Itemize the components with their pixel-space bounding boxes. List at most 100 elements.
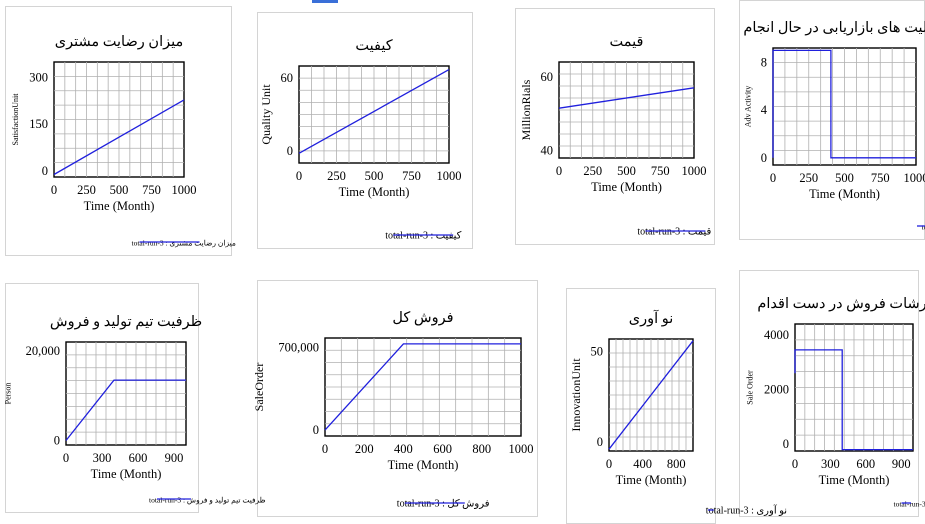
series-line (324, 343, 521, 431)
series-line (558, 87, 695, 109)
x-tick-label: 1000 (682, 164, 707, 178)
y-tick-label: 60 (541, 70, 554, 84)
y-tick-label: 20,000 (26, 344, 60, 358)
x-tick-label: 300 (93, 451, 112, 465)
chart-title: ظرفیت تیم تولید و فروش (50, 314, 202, 330)
y-tick-label: 0 (287, 144, 293, 158)
x-axis-label: Time (Month) (819, 473, 890, 487)
legend-label: کیفیت : total-run-3 (385, 231, 461, 242)
y-tick-label: 0 (761, 151, 767, 165)
y-tick-label: 8 (761, 55, 767, 69)
chart-title: کیفیت (355, 38, 393, 54)
y-tick-label: 0 (42, 164, 48, 178)
x-tick-label: 1000 (509, 442, 534, 456)
y-tick-label: 40 (541, 144, 554, 158)
chart-innovation: نو آوری 0 400 800 0 50 Time (Month) InnovationU… (569, 309, 787, 517)
y-axis-label: Adv Activity (743, 86, 752, 128)
x-tick-label: 750 (142, 183, 161, 197)
series-line (608, 340, 694, 450)
grid-lines (795, 324, 913, 451)
y-tick-label: 0 (313, 423, 319, 437)
x-tick-label: 500 (110, 183, 129, 197)
chart-title: میزان رضایت مشتری (55, 34, 184, 50)
x-tick-label: 250 (583, 164, 602, 178)
chart-title: فعالیت های بازاریابی در حال انجام (743, 20, 925, 36)
y-tick-label: 50 (591, 345, 604, 359)
x-axis-label: Time (Month) (591, 180, 662, 194)
y-axis-label: Sale Order (746, 370, 755, 405)
chart-title: فروش کل (392, 310, 453, 326)
x-tick-label: 0 (556, 164, 562, 178)
grid-lines (325, 338, 521, 436)
series-line (65, 379, 186, 441)
y-tick-label: 0 (783, 437, 789, 451)
chart-quality: کیفیت 0 250 500 750 1000 0 60 Time (Month) Qualit… (259, 38, 462, 242)
y-tick-label: 2000 (764, 383, 789, 397)
y-tick-label: 0 (597, 435, 603, 449)
chart-title: سفارشات فروش در دست اقدام (757, 296, 925, 312)
x-tick-label: 250 (327, 169, 346, 183)
series-line (772, 49, 916, 159)
x-tick-label: 0 (51, 183, 57, 197)
series-line (794, 349, 913, 451)
chart-orders: سفارشات فروش در دست اقدام 0 300 600 900 0 2000… (746, 296, 925, 509)
x-tick-label: 300 (821, 457, 840, 471)
x-axis-label: Time (Month) (388, 458, 459, 472)
x-tick-label: 1000 (172, 183, 197, 197)
series-line (298, 69, 450, 154)
y-axis-label: SaleOrder (252, 363, 266, 412)
legend-label: سفارشات فروش در دست اقدام : total-run-3 (894, 500, 925, 509)
legend-label: ظرفیت تیم تولید و فروش : total-run-3 (149, 496, 266, 505)
x-tick-label: 800 (472, 442, 491, 456)
x-axis-label: Time (Month) (616, 473, 687, 487)
grid-lines (773, 48, 916, 165)
x-axis-label: Time (Month) (809, 187, 880, 201)
y-axis-label: MillionRials (519, 79, 533, 140)
chart-capacity: ظرفیت تیم تولید و فروش 0 300 600 900 0 20,000 T… (3, 314, 265, 505)
x-tick-label: 750 (871, 171, 890, 185)
x-tick-label: 500 (365, 169, 384, 183)
x-tick-label: 0 (63, 451, 69, 465)
chart-sales: فروش کل 0 200 400 600 800 1000 0 700,000 Time (Mo… (252, 310, 534, 510)
y-tick-label: 700,000 (278, 340, 319, 354)
x-tick-label: 400 (633, 457, 652, 471)
x-tick-label: 900 (892, 457, 911, 471)
y-axis-label: Quality Unit (259, 84, 273, 145)
y-axis-label: Person (3, 383, 12, 405)
x-tick-label: 750 (402, 169, 421, 183)
x-tick-label: 250 (77, 183, 96, 197)
x-tick-label: 1000 (904, 171, 925, 185)
x-tick-label: 500 (835, 171, 854, 185)
x-axis-label: Time (Month) (84, 199, 155, 213)
x-tick-label: 0 (322, 442, 328, 456)
series-line (53, 99, 185, 176)
y-tick-label: 300 (29, 71, 48, 85)
chart-title: نو آوری (629, 309, 674, 327)
x-tick-label: 0 (792, 457, 798, 471)
y-tick-label: 0 (54, 434, 60, 448)
y-tick-label: 60 (281, 71, 294, 85)
y-tick-label: 150 (29, 117, 48, 131)
x-tick-label: 600 (129, 451, 148, 465)
chart-satisfaction: میزان رضایت مشتری 0 250 500 750 1000 0 150 300 Ti… (11, 34, 236, 248)
chart-title: قیمت (610, 34, 644, 50)
chart-marketing: فعالیت های بازاریابی در حال انجام 0 250 500… (743, 20, 925, 232)
x-axis-label: Time (Month) (339, 185, 410, 199)
x-tick-label: 250 (799, 171, 818, 185)
grid-lines (66, 342, 186, 445)
legend-label: میزان رضایت مشتری : total-run-3 (132, 239, 236, 248)
x-tick-label: 800 (667, 457, 686, 471)
x-tick-label: 600 (856, 457, 875, 471)
grid-lines (559, 62, 694, 158)
chart-price: قیمت 0 250 500 750 1000 40 60 Time (Month) Millio… (519, 34, 712, 238)
x-tick-label: 0 (606, 457, 612, 471)
legend-label: قیمت : total-run-3 (637, 227, 711, 238)
y-axis-label: SatisfactionUnit (11, 93, 20, 146)
x-tick-label: 600 (433, 442, 452, 456)
y-tick-label: 4 (761, 103, 768, 117)
x-tick-label: 0 (296, 169, 302, 183)
legend-label: نو آوری : total-run-3 (706, 504, 787, 517)
x-tick-label: 500 (617, 164, 636, 178)
x-tick-label: 0 (770, 171, 776, 185)
y-tick-label: 4000 (764, 328, 789, 342)
